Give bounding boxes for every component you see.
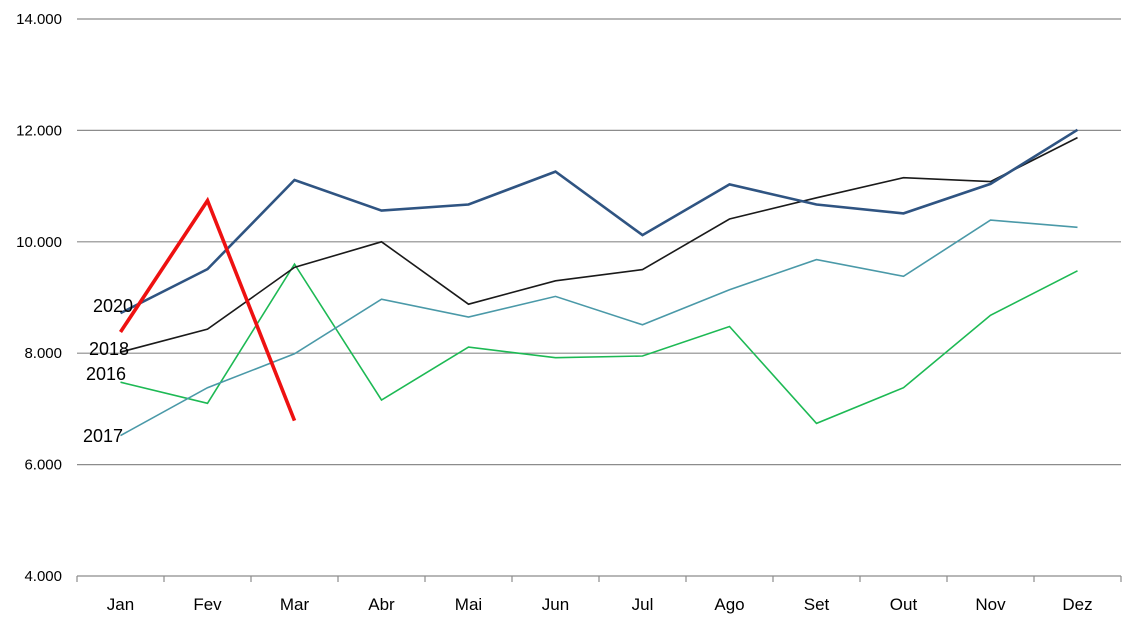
series-line-2018 — [120, 136, 1078, 353]
x-axis — [76, 575, 1122, 582]
series-line-unlabeled — [118, 196, 297, 422]
y-tick-label: 4.000 — [24, 568, 62, 585]
series-line-2017 — [120, 219, 1078, 437]
x-axis-tick-labels: Jan Fev Mar Abr Mai Jun Jul Ago Set Out Nov Dez — [107, 595, 1093, 614]
series-annotations: 2020 2018 2016 2017 — [83, 296, 133, 446]
series-line-2020 — [119, 128, 1079, 315]
x-tick-label: Set — [804, 595, 830, 614]
y-axis-tick-labels: 4.000 6.000 8.000 10.000 12.000 14.000 — [16, 11, 62, 585]
series-lines — [118, 128, 1079, 437]
x-tick-label: Mai — [455, 595, 482, 614]
series-label-2017: 2017 — [83, 426, 123, 446]
y-tick-label: 12.000 — [16, 122, 62, 139]
x-tick-label: Ago — [714, 595, 744, 614]
x-tick-label: Out — [890, 595, 918, 614]
series-label-2020: 2020 — [93, 296, 133, 316]
x-tick-label: Dez — [1062, 595, 1092, 614]
series-label-2018: 2018 — [89, 339, 129, 359]
series-label-2016: 2016 — [86, 364, 126, 384]
gridlines — [77, 18, 1121, 466]
x-tick-label: Jul — [632, 595, 654, 614]
series-line-2016 — [120, 262, 1078, 425]
x-tick-label: Jan — [107, 595, 134, 614]
y-tick-label: 10.000 — [16, 234, 62, 251]
x-tick-label: Nov — [975, 595, 1006, 614]
y-tick-label: 6.000 — [24, 457, 62, 474]
y-tick-label: 14.000 — [16, 11, 62, 28]
x-tick-label: Mar — [280, 595, 310, 614]
y-tick-label: 8.000 — [24, 345, 62, 362]
x-tick-label: Jun — [542, 595, 569, 614]
x-tick-label: Fev — [193, 595, 222, 614]
x-tick-label: Abr — [368, 595, 395, 614]
